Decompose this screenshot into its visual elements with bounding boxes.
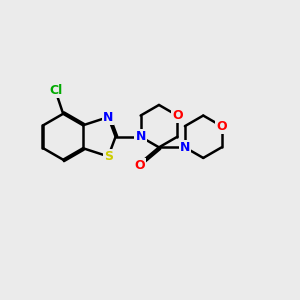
Text: O: O <box>216 120 227 133</box>
Text: O: O <box>134 159 145 172</box>
Text: S: S <box>104 150 113 163</box>
Text: O: O <box>172 109 183 122</box>
Text: N: N <box>103 111 113 124</box>
Text: N: N <box>180 141 190 154</box>
Text: N: N <box>135 130 146 143</box>
Text: Cl: Cl <box>49 84 62 97</box>
